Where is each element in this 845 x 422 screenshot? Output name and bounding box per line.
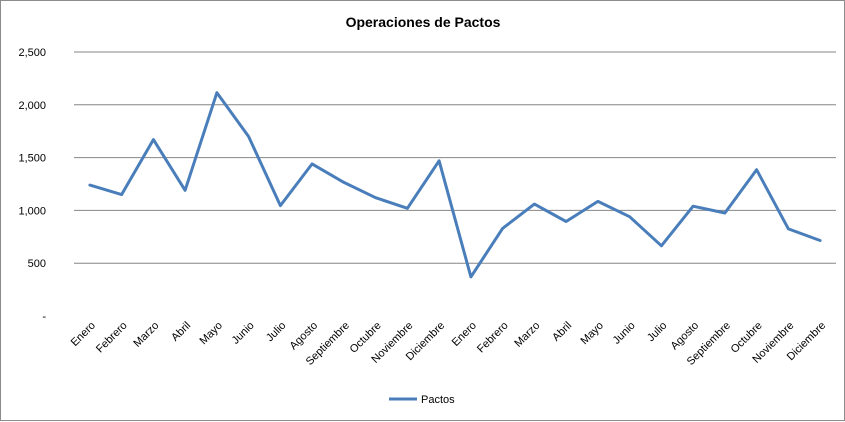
x-tick-label: Junio <box>611 320 638 347</box>
x-tick-label: Abril <box>550 320 574 344</box>
y-tick-label: 2,500 <box>18 47 46 59</box>
y-tick-label: 1,500 <box>18 153 46 165</box>
gridlines <box>74 51 836 264</box>
chart-title: Operaciones de Pactos <box>346 14 501 30</box>
y-tick-label: 1,000 <box>18 205 46 217</box>
x-tick-label: Junio <box>230 320 257 347</box>
legend: Pactos <box>389 394 455 406</box>
legend-label-pactos: Pactos <box>421 394 455 406</box>
x-tick-label: Marzo <box>512 320 542 350</box>
x-tick-label: Abril <box>169 320 193 344</box>
y-tick-label: 2,000 <box>18 100 46 112</box>
y-tick-label: 500 <box>28 258 46 270</box>
x-tick-label: Enero <box>69 320 98 349</box>
y-tick-label: - <box>42 311 46 323</box>
x-tick-label: Febrero <box>475 320 511 356</box>
x-tick-label: Mayo <box>197 320 225 348</box>
series-layer <box>88 91 822 279</box>
series-line-pactos <box>88 91 822 279</box>
y-axis-tick-labels: - 500 1,000 1,500 2,000 2,500 <box>18 47 46 323</box>
x-tick-label: Julio <box>264 320 288 344</box>
x-tick-label: Julio <box>645 320 669 344</box>
x-tick-label: Mayo <box>578 320 606 348</box>
x-tick-label: Marzo <box>131 320 161 350</box>
x-tick-label: Enero <box>450 320 479 349</box>
x-tick-label: Febrero <box>94 320 130 356</box>
